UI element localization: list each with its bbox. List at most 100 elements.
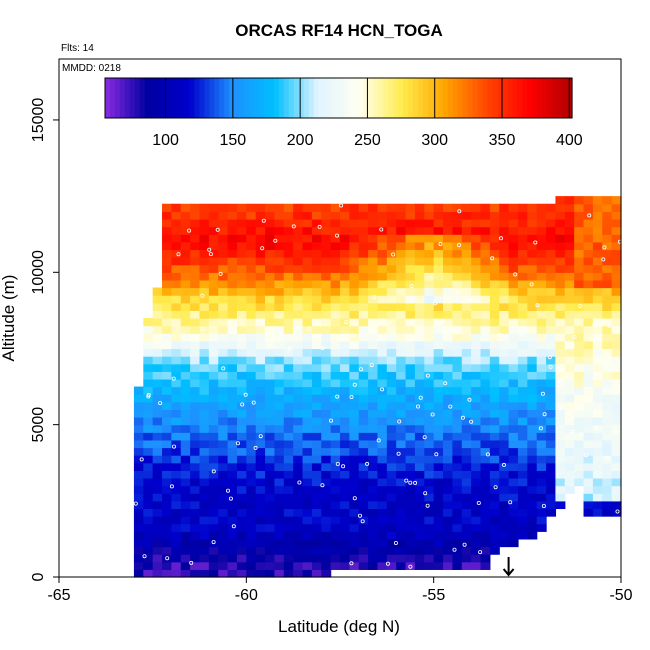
heatmap-cell (508, 470, 519, 479)
heatmap-cell (208, 561, 219, 570)
heatmap-cell (330, 257, 341, 266)
heatmap-cell (171, 432, 182, 441)
heatmap-cell (461, 531, 472, 540)
x-tick-label: -50 (609, 587, 632, 604)
heatmap-cell (396, 279, 407, 289)
heatmap-cell (171, 287, 182, 296)
heatmap-cell (180, 477, 191, 487)
heatmap-cell (236, 538, 247, 548)
heatmap-cell (377, 356, 388, 365)
heatmap-cell (274, 241, 285, 251)
heatmap-cell (330, 340, 341, 350)
heatmap-cell (386, 531, 397, 540)
heatmap-cell (340, 279, 350, 289)
heatmap-cell (358, 264, 369, 273)
colorbar-swatch (477, 78, 484, 118)
heatmap-cell (311, 462, 322, 471)
heatmap-cell (536, 432, 547, 441)
heatmap-cell (414, 523, 425, 532)
heatmap-cell (424, 531, 435, 540)
heatmap-cell (218, 226, 229, 235)
heatmap-cell (405, 295, 416, 304)
heatmap-cell (265, 531, 276, 540)
heatmap-cell (180, 378, 191, 388)
heatmap-cell (611, 325, 622, 334)
heatmap-cell (330, 554, 341, 563)
heatmap-cell (162, 554, 172, 563)
sample-point (409, 283, 414, 288)
heatmap-cell (162, 340, 172, 350)
heatmap-cell (386, 371, 397, 380)
sample-point (317, 224, 322, 229)
sample-point (297, 480, 302, 485)
heatmap-cell (499, 470, 510, 479)
sample-point (393, 541, 398, 546)
heatmap-cell (199, 272, 210, 281)
heatmap-cell (190, 424, 201, 433)
heatmap-cell (611, 470, 622, 479)
heatmap-cell (424, 234, 435, 243)
heatmap-cell (227, 325, 238, 334)
heatmap-cell (236, 554, 247, 563)
heatmap-cell (199, 378, 210, 388)
heatmap-cell (527, 218, 538, 228)
sample-point (425, 373, 430, 378)
heatmap-cell (536, 508, 547, 517)
heatmap-cell (517, 310, 528, 319)
heatmap-cell (592, 340, 603, 350)
heatmap-cell (611, 401, 622, 411)
heatmap-cell (405, 241, 416, 251)
heatmap-cell (330, 432, 341, 441)
heatmap-cell (499, 500, 510, 510)
colorbar-swatch (105, 78, 111, 118)
heatmap-cell (536, 348, 547, 357)
heatmap-cell (143, 439, 154, 449)
heatmap-cell (433, 234, 444, 243)
heatmap-cell (611, 241, 622, 251)
heatmap-cell (452, 378, 463, 388)
heatmap-cell (480, 211, 491, 220)
heatmap-cell (424, 546, 435, 555)
heatmap-cell (227, 302, 238, 311)
heatmap-cell (592, 264, 603, 273)
sample-point (352, 382, 357, 387)
heatmap-cell (489, 516, 500, 525)
heatmap-cell (227, 234, 238, 243)
heatmap-cell (265, 348, 276, 357)
heatmap-cell (546, 485, 557, 494)
heatmap-cell (236, 485, 247, 494)
heatmap-cell (227, 447, 238, 456)
heatmap-cell (171, 249, 182, 258)
heatmap-cell (311, 394, 322, 403)
colorbar-swatch (273, 78, 280, 118)
heatmap-cell (255, 500, 266, 510)
heatmap-cell (489, 264, 500, 273)
heatmap-cell (443, 264, 453, 273)
heatmap-cell (246, 531, 257, 540)
heatmap-cell (218, 477, 229, 487)
heatmap-cell (443, 218, 453, 228)
heatmap-cell (180, 523, 191, 532)
heatmap-cell (471, 386, 482, 395)
sample-point (485, 452, 490, 457)
heatmap-cell (546, 234, 557, 243)
heatmap-cell (265, 371, 276, 380)
heatmap-cell (180, 302, 191, 311)
heatmap-cell (152, 348, 163, 357)
heatmap-cell (452, 249, 463, 258)
heatmap-cell (611, 234, 622, 243)
heatmap-cell (349, 234, 360, 243)
heatmap-cell (443, 378, 453, 388)
heatmap-cell (162, 523, 172, 532)
heatmap-cell (424, 447, 435, 456)
heatmap-cell (246, 401, 257, 411)
heatmap-cell (461, 226, 472, 235)
heatmap-cell (499, 378, 510, 388)
heatmap-cell (143, 470, 154, 479)
heatmap-cell (255, 356, 266, 365)
heatmap-cell (461, 401, 472, 411)
x-axis-label: Latitude (deg N) (278, 617, 400, 636)
heatmap-cell (293, 363, 304, 372)
colorbar-swatch (244, 78, 250, 118)
heatmap-cell (480, 516, 491, 525)
